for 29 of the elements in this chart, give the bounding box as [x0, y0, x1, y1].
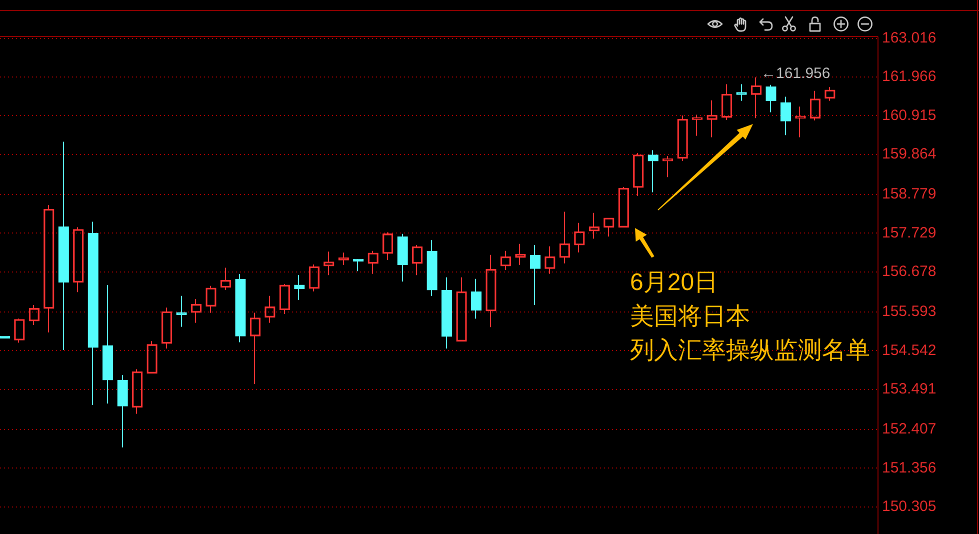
candlestick — [662, 156, 674, 178]
y-tick-label: 160.915 — [882, 106, 936, 124]
candlestick — [441, 276, 452, 350]
candlestick — [736, 84, 747, 102]
annotation: 6月20日 — [630, 268, 718, 298]
candlestick — [88, 221, 98, 406]
y-tick-label: 156.678 — [882, 263, 936, 280]
y-tick-label: 161.966 — [882, 68, 936, 86]
y-tick-label: 152.407 — [882, 420, 936, 438]
candlestick — [117, 374, 128, 448]
y-tick-label: 154.542 — [882, 342, 936, 359]
candlestick — [795, 106, 806, 138]
y-tick-label: 155.593 — [882, 303, 936, 320]
candlestick — [102, 284, 114, 404]
y-tick-label: 159.864 — [882, 146, 936, 163]
candlestick — [470, 278, 482, 320]
y-tick-label: 150.305 — [882, 498, 936, 516]
y-tick-label: 157.729 — [882, 224, 936, 242]
candlestick — [426, 240, 438, 296]
y-tick-label: 153.491 — [882, 380, 936, 398]
y-tick-label: 158.779 — [882, 186, 936, 203]
candlestick — [780, 96, 792, 136]
y-tick-label: 163.016 — [882, 29, 936, 46]
candlestick — [235, 274, 246, 343]
y-tick-label: 151.356 — [882, 459, 936, 476]
candlestick — [397, 233, 408, 282]
annotation: ←161.956 — [761, 65, 830, 82]
annotation: 美国将日本列入汇率操纵监测名单 — [630, 302, 870, 366]
candlestick — [58, 141, 69, 351]
